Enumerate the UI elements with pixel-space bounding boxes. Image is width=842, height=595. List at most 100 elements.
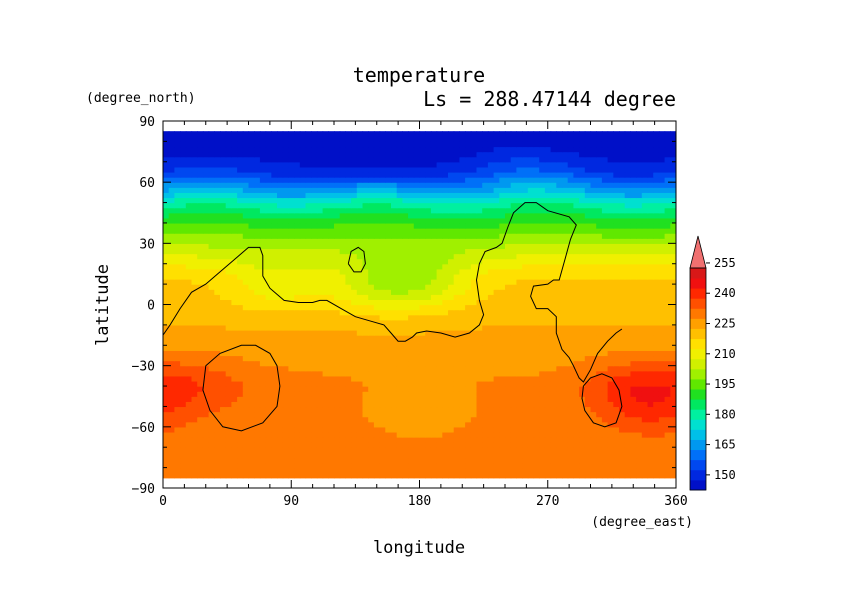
- heatmap-cell: [316, 437, 324, 443]
- heatmap-cell: [299, 401, 307, 408]
- heatmap-cell: [345, 207, 352, 214]
- heatmap-cell: [601, 212, 609, 219]
- heatmap-cell: [351, 431, 358, 438]
- heatmap-cell: [630, 447, 637, 453]
- heatmap-cell: [613, 268, 620, 275]
- heatmap-cell: [556, 212, 563, 219]
- heatmap-cell: [653, 350, 660, 357]
- heatmap-cell: [180, 457, 187, 464]
- heatmap-cell: [316, 319, 324, 326]
- heatmap-cell: [305, 426, 312, 433]
- heatmap-cell: [550, 202, 557, 209]
- heatmap-cell: [453, 452, 460, 459]
- heatmap-cell: [237, 192, 244, 199]
- heatmap-cell: [459, 345, 466, 351]
- heatmap-cell: [487, 375, 495, 382]
- heatmap-cell: [220, 304, 227, 311]
- heatmap-cell: [453, 289, 460, 295]
- heatmap-cell: [670, 442, 676, 448]
- heatmap-cell: [265, 299, 272, 306]
- heatmap-cell: [516, 447, 523, 453]
- heatmap-cell: [596, 319, 603, 326]
- heatmap-cell: [658, 289, 666, 295]
- heatmap-cell: [647, 329, 654, 336]
- heatmap-cell: [379, 207, 386, 214]
- heatmap-cell: [294, 345, 301, 351]
- heatmap-cell: [573, 421, 580, 428]
- heatmap-cell: [402, 294, 409, 301]
- heatmap-cell: [185, 335, 193, 341]
- heatmap-cell: [408, 289, 415, 295]
- heatmap-cell: [670, 350, 676, 357]
- heatmap-cell: [282, 212, 289, 219]
- heatmap-cell: [516, 437, 523, 443]
- heatmap-cell: [493, 197, 500, 204]
- heatmap-cell: [482, 243, 489, 250]
- heatmap-cell: [670, 375, 676, 382]
- heatmap-cell: [465, 228, 472, 234]
- heatmap-cell: [465, 263, 472, 270]
- heatmap-cell: [442, 309, 449, 316]
- heatmap-cell: [322, 426, 329, 433]
- heatmap-cell: [482, 268, 489, 275]
- heatmap-cell: [562, 304, 569, 311]
- heatmap-cell: [647, 365, 654, 372]
- heatmap-cell: [596, 202, 603, 209]
- heatmap-cell: [476, 431, 483, 438]
- heatmap-cell: [499, 202, 506, 209]
- heatmap-cell: [556, 467, 563, 474]
- heatmap-cell: [271, 442, 278, 448]
- heatmap-cell: [619, 370, 626, 377]
- heatmap-cell: [670, 355, 676, 362]
- heatmap-cell: [539, 273, 546, 280]
- heatmap-cell: [664, 238, 671, 244]
- heatmap-cell: [630, 304, 637, 311]
- heatmap-cell: [453, 207, 460, 214]
- heatmap-cell: [476, 329, 483, 336]
- heatmap-cell: [225, 258, 232, 265]
- heatmap-cell: [556, 243, 563, 250]
- heatmap-cell: [311, 391, 318, 397]
- heatmap-cell: [294, 238, 301, 244]
- heatmap-cell: [168, 467, 175, 474]
- heatmap-cell: [334, 207, 341, 214]
- heatmap-cell: [202, 238, 210, 244]
- heatmap-cell: [647, 253, 654, 260]
- heatmap-cell: [191, 258, 198, 265]
- heatmap-cell: [362, 391, 369, 397]
- heatmap-cell: [396, 314, 403, 321]
- heatmap-cell: [453, 263, 460, 270]
- heatmap-cell: [487, 340, 495, 346]
- heatmap-cell: [385, 345, 392, 351]
- heatmap-cell: [356, 243, 364, 250]
- heatmap-cell: [556, 258, 563, 265]
- heatmap-cell: [465, 217, 472, 224]
- heatmap-cell: [408, 396, 415, 402]
- heatmap-cell: [448, 447, 455, 453]
- heatmap-cell: [539, 279, 546, 285]
- heatmap-cell: [231, 233, 238, 239]
- heatmap-cell: [493, 406, 500, 413]
- heatmap-cell: [510, 375, 517, 382]
- heatmap-cell: [527, 335, 535, 341]
- heatmap-cell: [180, 258, 187, 265]
- heatmap-cell: [664, 447, 671, 453]
- heatmap-cell: [368, 472, 375, 479]
- heatmap-cell: [448, 396, 455, 402]
- heatmap-cell: [294, 442, 301, 448]
- heatmap-cell: [311, 442, 318, 448]
- heatmap-cell: [607, 472, 614, 479]
- heatmap-cell: [231, 228, 238, 234]
- heatmap-cell: [499, 431, 506, 438]
- heatmap-cell: [362, 345, 369, 351]
- heatmap-cell: [596, 401, 603, 408]
- heatmap-cell: [664, 324, 671, 331]
- heatmap-cell: [499, 391, 506, 397]
- heatmap-cell: [647, 319, 654, 326]
- heatmap-cell: [254, 365, 261, 372]
- heatmap-cell: [356, 391, 364, 397]
- heatmap-cell: [328, 365, 335, 372]
- heatmap-cell: [202, 314, 210, 321]
- heatmap-cell: [653, 197, 660, 204]
- heatmap-cell: [299, 335, 307, 341]
